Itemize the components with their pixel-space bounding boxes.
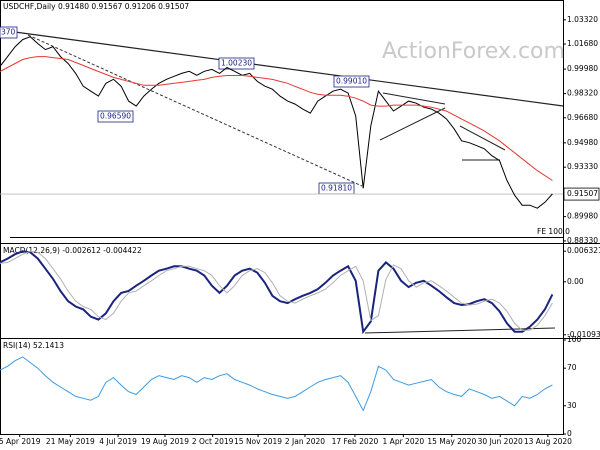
x-tick-label: 19 Aug 2019 [141,437,189,446]
x-tick-label: 15 Nov 2019 [234,437,282,446]
annotation: 0.96590 [100,112,131,121]
triangle-line [382,92,446,105]
y-tick-label: 0.99980 [567,64,598,73]
trendline [0,29,564,107]
y-tick-label: 1.01680 [567,39,598,48]
y-tick-label: 1.03320 [567,15,598,24]
x-tick-label: 4 Jul 2019 [99,437,137,446]
x-tick-label: 30 Jun 2020 [478,437,523,446]
annotation-box [97,110,134,123]
y-tick-label: 70 [567,363,577,372]
annotation-box [333,75,370,88]
watermark: ActionForex.com [382,39,565,64]
annotation: 1.00230 [221,59,252,68]
x-tick-label: 2 Jan 2020 [285,437,325,446]
y-tick-label: 100 [567,335,582,344]
annotation: 370 [1,28,16,37]
x-tick-label: 5 Apr 2019 [0,437,41,446]
x-tick-label: 13 Aug 2020 [524,437,572,446]
y-tick-label: 0.94980 [567,138,598,147]
panel-title: MACD(12,26,9) -0.002612 -0.004422 [3,246,142,255]
y-tick-label: 0.00 [567,277,584,286]
y-tick-label: 0.96680 [567,113,598,122]
y-tick-label: 0.89980 [567,212,598,221]
frame [0,0,564,435]
price-label: 0.91507 [567,189,598,198]
annotation: 0.99010 [336,77,367,86]
series-line [0,356,553,412]
series-line [0,250,554,335]
y-tick-label: 30 [567,401,577,410]
wedge-line [459,125,506,151]
y-tick-label: 0.006321 [567,246,600,255]
panel-title: RSI(14) 52.1413 [3,341,64,350]
x-tick-label: 21 May 2019 [46,437,95,446]
annotation-box [218,57,255,70]
series-line [0,36,553,209]
series-line [0,56,553,181]
x-tick-label: 1 Apr 2020 [383,437,425,446]
chart-title: USDCHF,Daily 0.91480 0.91567 0.91206 0.9… [3,2,189,11]
y-tick-label: 0 [567,429,572,438]
divergence-line [364,327,556,334]
price-box [563,187,600,201]
y-tick-label: 0.88330 [567,236,598,245]
series-line [0,250,553,331]
triangle-line [379,107,446,141]
annotation-box [0,26,18,39]
x-tick-label: 17 Feb 2020 [332,437,379,446]
y-tick-label: 0.93330 [567,162,598,171]
x-tick-label: 2 Oct 2019 [192,437,234,446]
y-tick-label: -0.010939 [567,330,600,339]
annotation: FE 100.0 [537,227,570,236]
y-tick-label: 0.98320 [567,89,598,98]
trendline [27,34,363,187]
x-tick-label: 15 May 2020 [427,437,476,446]
annotation: 0.91810 [321,184,352,193]
